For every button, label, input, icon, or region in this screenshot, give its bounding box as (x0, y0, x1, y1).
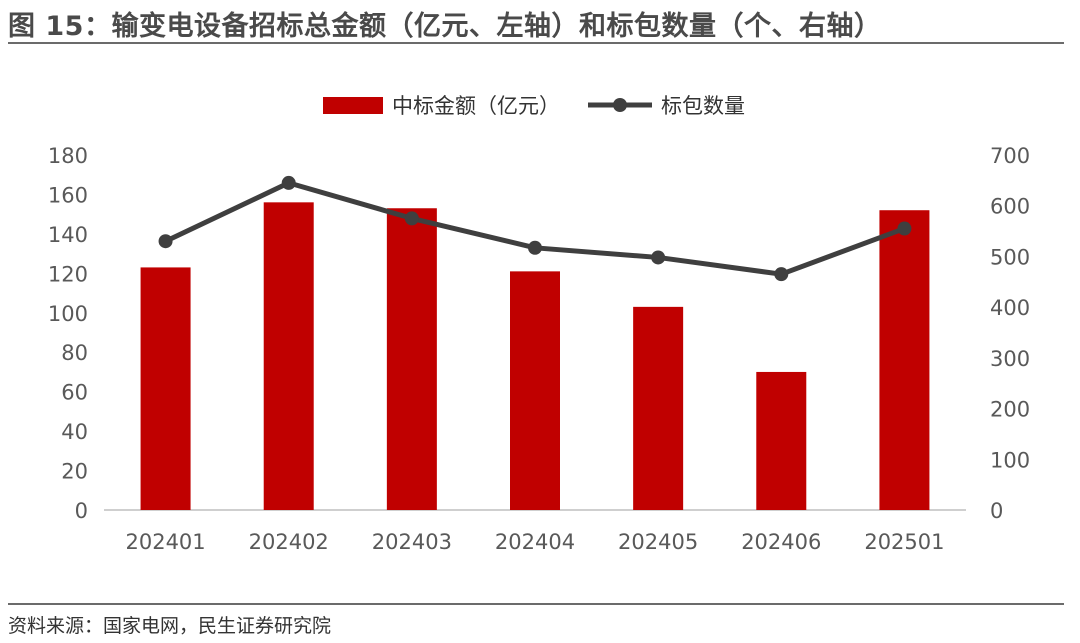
legend-bar-label: 中标金额（亿元） (392, 94, 560, 118)
legend: 中标金额（亿元） 标包数量 (323, 94, 745, 118)
line-point (774, 267, 789, 282)
y-right-tick-label: 0 (990, 499, 1003, 523)
line-point (528, 240, 542, 255)
figure-title: 图 15：输变电设备招标总金额（亿元、左轴）和标包数量（个、右轴） (8, 11, 882, 42)
bar (633, 306, 684, 510)
y-left-tick-label: 20 (61, 460, 88, 484)
y-right-tick-label: 300 (990, 347, 1030, 371)
line-point (897, 221, 912, 236)
y-left-tick-label: 140 (48, 223, 88, 247)
line-point (404, 211, 419, 226)
line-point (281, 175, 296, 190)
legend-line-marker (613, 98, 627, 112)
y-left-tick-label: 120 (48, 262, 88, 286)
chart: 中标金额（亿元） 标包数量 0 20 40 60 80 100 120 140 160 180 0 1… (48, 94, 1030, 554)
line-point (651, 250, 666, 265)
legend-bar-swatch (323, 97, 383, 114)
bar (263, 202, 314, 511)
bar (756, 371, 807, 510)
source-note: 资料来源：国家电网，民生证券研究院 (8, 615, 332, 637)
x-tick-label: 202406 (741, 530, 821, 554)
axes: 0 20 40 60 80 100 120 140 160 180 0 100 200 300 400 500… (48, 144, 1030, 554)
y-left-tick-label: 40 (61, 420, 88, 444)
legend-line-label: 标包数量 (661, 94, 745, 118)
y-right-tick-label: 600 (990, 195, 1030, 219)
y-right-tick-label: 700 (990, 144, 1030, 168)
y-left-tick-label: 60 (61, 381, 88, 405)
bar (510, 271, 560, 510)
y-right-tick-label: 200 (990, 398, 1030, 422)
line-series (158, 175, 912, 282)
y-left-tick-label: 180 (48, 144, 88, 168)
bar (140, 267, 191, 510)
x-tick-label: 202501 (864, 530, 944, 554)
title-divider (8, 42, 1064, 44)
y-left-tick-label: 80 (61, 341, 88, 365)
y-right-tick-label: 100 (990, 448, 1030, 472)
line-point (158, 234, 173, 249)
x-tick-label: 202404 (495, 530, 575, 554)
x-tick-label: 202402 (249, 530, 329, 554)
x-tick-label: 202401 (125, 530, 205, 554)
x-tick-label: 202405 (618, 530, 698, 554)
y-left-tick-label: 160 (48, 183, 88, 207)
y-left-tick-label: 100 (48, 302, 88, 326)
bar (879, 210, 930, 510)
bar (386, 208, 437, 510)
y-right-tick-label: 500 (990, 245, 1030, 269)
footer-divider (8, 603, 1064, 605)
x-tick-label: 202403 (372, 530, 452, 554)
y-right-tick-label: 400 (990, 296, 1030, 320)
y-left-tick-label: 0 (75, 499, 88, 523)
bar-series (140, 202, 930, 511)
